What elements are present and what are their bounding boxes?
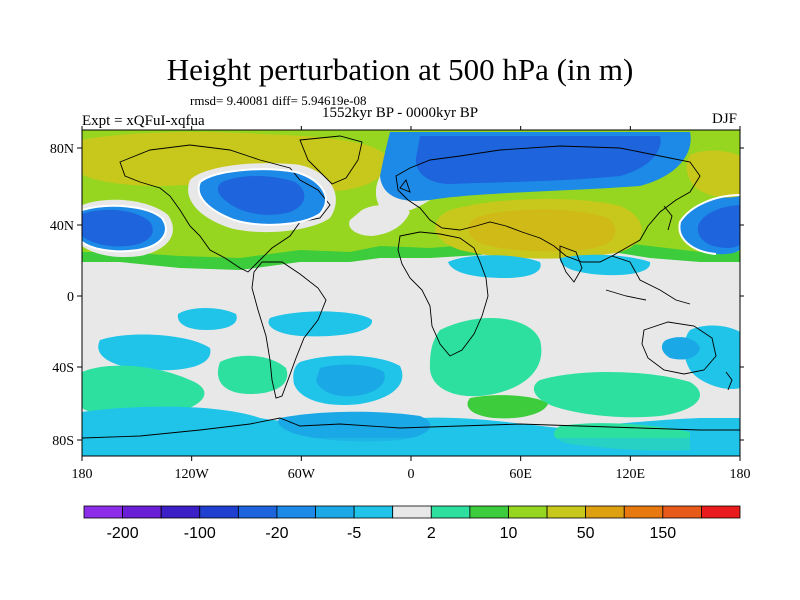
s-atlantic-high: [429, 317, 542, 397]
colorbar-label: 2: [427, 525, 436, 542]
period-label: 1552kyr BP - 0000kyr BP: [322, 105, 479, 121]
eurasia-high: [435, 198, 642, 259]
colorbar-swatch: [392, 505, 432, 519]
lon-tick-label: 0: [408, 467, 415, 482]
colorbar-swatch: [122, 505, 162, 519]
colorbar-swatch: [199, 505, 239, 519]
lat-tick-label: 0: [67, 290, 74, 305]
colorbar-swatch: [469, 505, 509, 519]
lat-tick-label: 40N: [50, 219, 74, 234]
s-atlantic-low-core: [316, 364, 385, 397]
eurasia-high-core: [468, 209, 616, 252]
sp-patch-2: [268, 311, 373, 337]
colorbar-label: -20: [265, 525, 288, 542]
colorbar-swatch: [83, 505, 123, 519]
pacific-low-core: [82, 209, 153, 247]
field-layer: [82, 130, 740, 456]
colorbar-swatch: [160, 505, 201, 519]
colorbar-label: -200: [107, 525, 139, 542]
arctic-low-core: [415, 136, 661, 184]
colorbar-swatch: [276, 505, 316, 519]
lon-tick-label: 60W: [288, 467, 316, 482]
indian-high-core: [467, 395, 548, 419]
colorbar-swatch: [585, 505, 625, 519]
aus-patch: [684, 325, 740, 390]
colorbar: -200 -100 -20 -5 2 10 50 150: [83, 505, 741, 542]
sp-high: [82, 365, 205, 418]
contour-lines: [82, 168, 740, 255]
colorbar-label: 50: [577, 525, 595, 542]
sp-patch-1: [177, 308, 237, 330]
sp-high-2: [217, 355, 288, 394]
atlantic-gap-2: [349, 204, 410, 236]
colorbar-swatch: [353, 505, 394, 519]
lat-tick-label: 80S: [52, 434, 74, 449]
ne-pacific-high: [686, 150, 740, 198]
lat-tick-label: 40S: [52, 361, 74, 376]
lon-tick-label: 120W: [175, 467, 210, 482]
atlantic-gap: [375, 176, 430, 214]
pacific-low-east-core: [697, 205, 740, 248]
lat-tick-label: 80N: [50, 142, 74, 157]
map-title: Height perturbation at 500 hPa (in m): [166, 52, 634, 87]
antarctic-fringe: [82, 438, 740, 456]
lon-tick-label: 120E: [616, 467, 646, 482]
colorbar-label: -5: [347, 525, 361, 542]
lon-tick-label: 60E: [509, 467, 532, 482]
na-trough-core: [217, 176, 305, 215]
lon-tick-label: 180: [730, 467, 751, 482]
colorbar-label: 10: [500, 525, 518, 542]
lon-tick-label: 180: [72, 467, 93, 482]
aus-patch-core: [661, 337, 700, 360]
experiment-label: Expt = xQFuI-xqfua: [82, 113, 205, 129]
colorbar-swatch: [662, 505, 702, 519]
colorbar-swatch: [237, 505, 278, 519]
colorbar-swatch: [508, 505, 548, 519]
coastlines: [82, 135, 740, 439]
colorbar-label: 150: [649, 525, 676, 542]
colorbar-swatch: [315, 505, 355, 519]
tropical-patch-2: [559, 254, 651, 276]
colorbar-swatch: [623, 505, 664, 519]
antarctic-core: [278, 411, 431, 442]
colorbar-swatch: [546, 505, 587, 519]
season-label: DJF: [712, 111, 738, 127]
colorbar-swatch: [430, 505, 471, 519]
stats-line: rmsd= 9.40081 diff= 5.94619e-08: [190, 93, 367, 108]
tropical-patch-1: [448, 255, 541, 278]
colorbar-swatch: [701, 505, 741, 519]
axis-ticks: 180 120W 60W 0 60E 120E 180 80N 40N 0 40S 80S: [50, 126, 751, 482]
sp-patch-3: [98, 334, 211, 371]
indian-ocean-high: [533, 371, 700, 418]
colorbar-label: -100: [184, 525, 216, 542]
